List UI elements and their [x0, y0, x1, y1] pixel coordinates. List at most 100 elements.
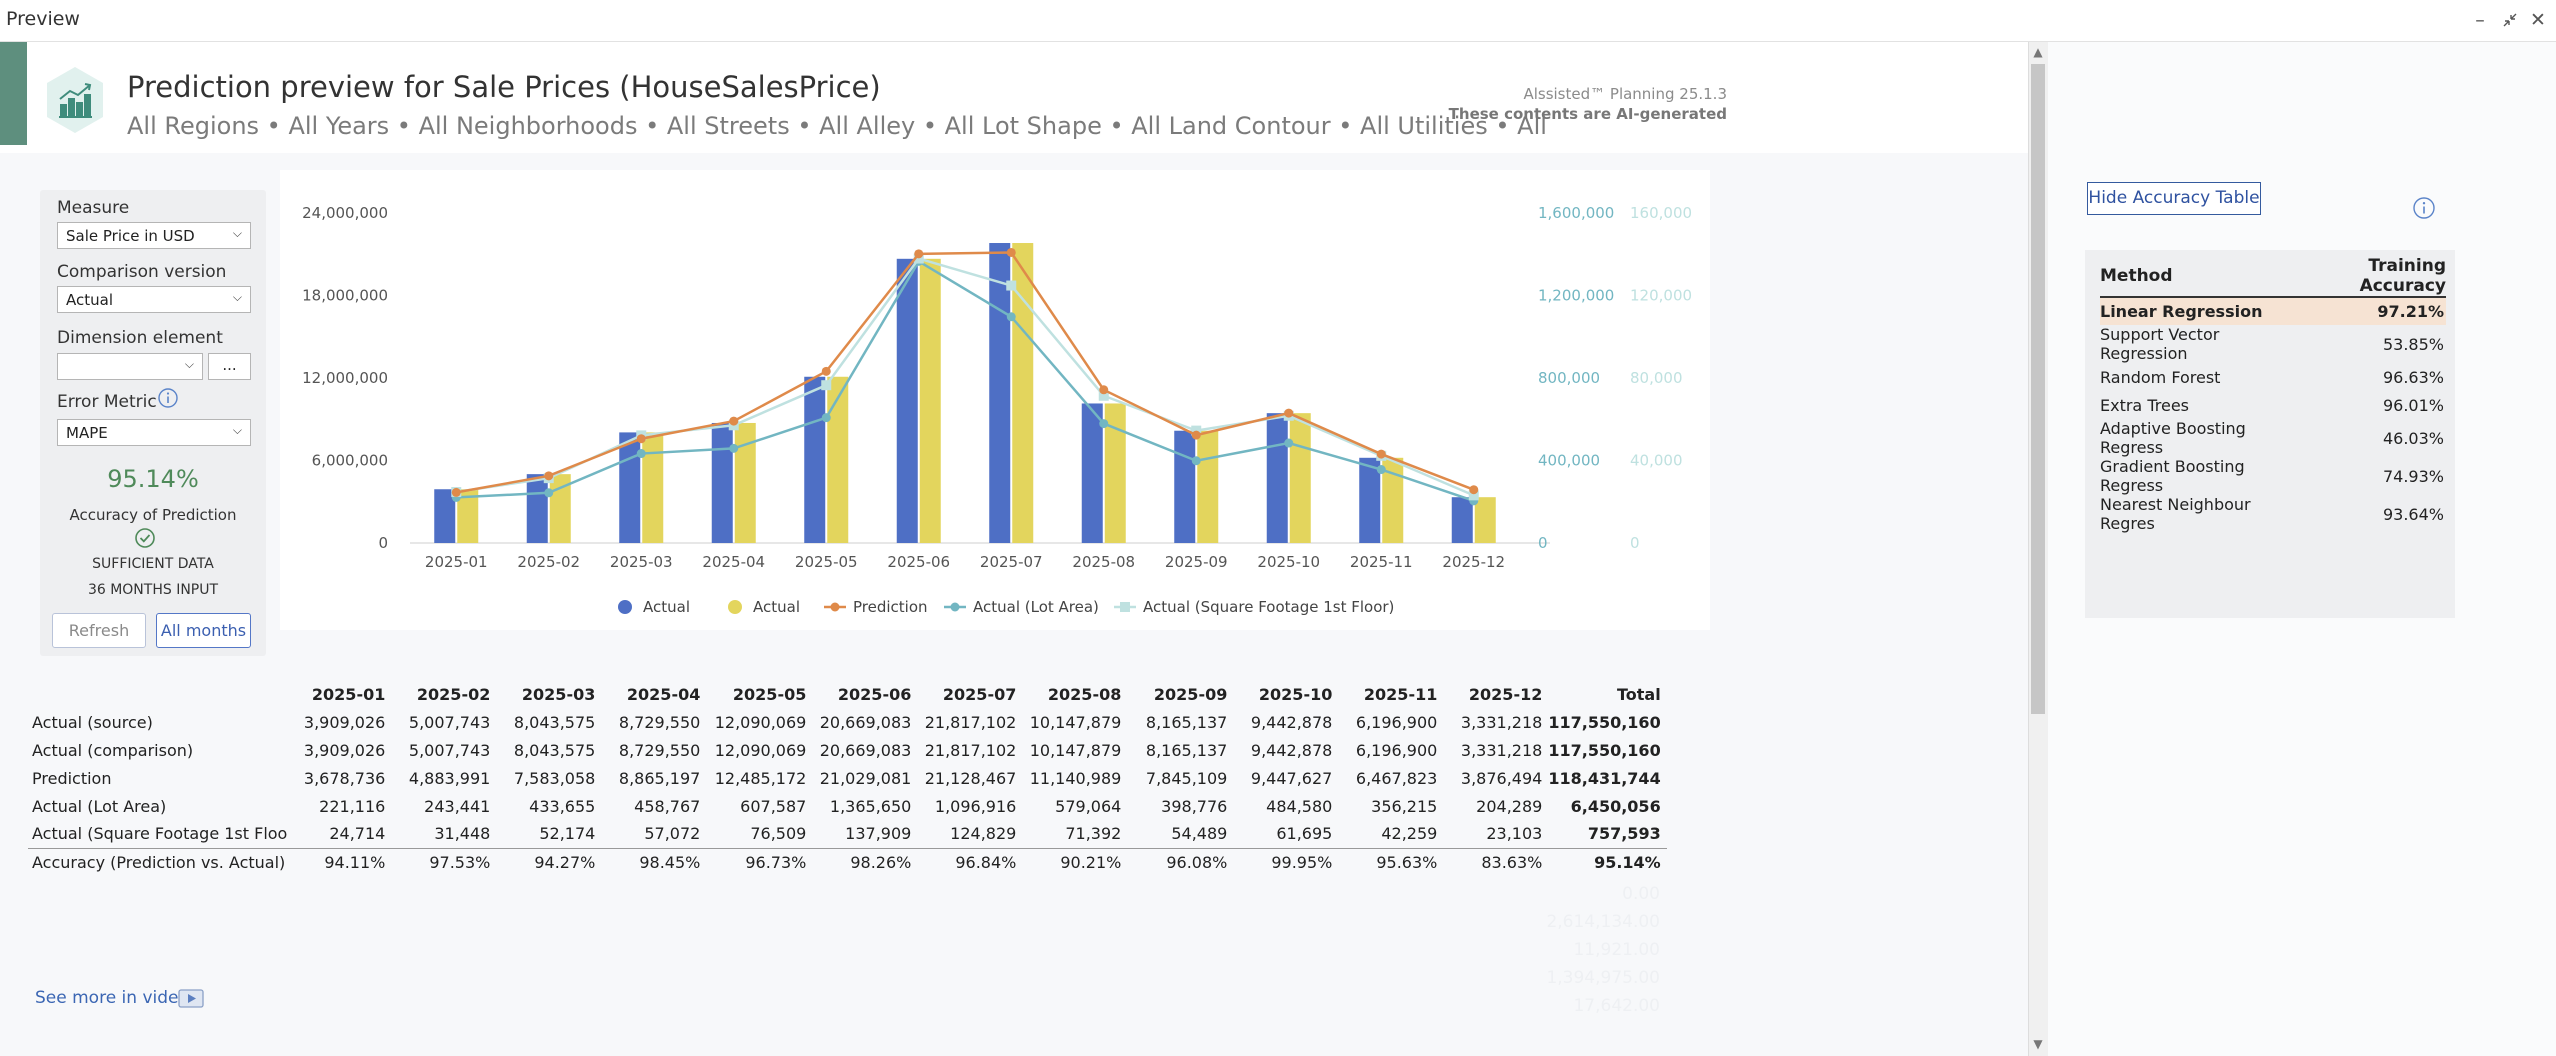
- legend-swatch: [830, 602, 840, 612]
- table-cell: 98.45%: [601, 847, 707, 876]
- accuracy-row[interactable]: Gradient Boosting Regress 74.93%: [2100, 457, 2446, 495]
- row-label: Actual (comparison): [32, 740, 194, 760]
- lot-area-point: [544, 488, 554, 498]
- prediction-point: [821, 366, 831, 376]
- see-more-video-link[interactable]: See more in video: [35, 988, 189, 1008]
- method-accuracy: 74.93%: [2382, 466, 2444, 486]
- y-right2-tick-label: 120,000: [1630, 287, 1692, 305]
- y-left-tick-label: 18,000,000: [302, 287, 388, 305]
- table-cell: 137,909: [845, 824, 912, 844]
- error-metric-select[interactable]: MAPE ⌵: [57, 419, 251, 446]
- bar-actual-yellow: [1012, 243, 1034, 544]
- check-circle-icon: [134, 527, 156, 549]
- table-cell: 31,448: [434, 824, 491, 844]
- table-total-cell: 118,431,744: [1548, 768, 1661, 788]
- bar-actual-blue: [804, 376, 826, 543]
- table-cell: 6,467,823: [1355, 768, 1438, 788]
- bar-actual-yellow: [1382, 457, 1404, 543]
- prediction-point: [1376, 449, 1386, 459]
- table-row: Accuracy (Prediction vs. Actual) 94.11% 97…: [28, 847, 1667, 876]
- accuracy-row[interactable]: Random Forest 96.63%: [2100, 363, 2446, 391]
- accuracy-row[interactable]: Extra Trees 96.01%: [2100, 391, 2446, 419]
- column-header: 2025-06: [837, 684, 912, 704]
- accuracy-row[interactable]: Nearest Neighbour Regres 93.64%: [2100, 495, 2446, 533]
- y-right2-tick-label: 0: [1630, 534, 1640, 552]
- refresh-button[interactable]: Refresh: [52, 613, 146, 648]
- table-cell: 42,259: [1381, 824, 1438, 844]
- info-icon[interactable]: [2412, 196, 2436, 220]
- measure-value: Sale Price in USD: [66, 227, 195, 245]
- faded-value: 17,642.00: [1573, 996, 1660, 1016]
- method-accuracy: 96.01%: [2382, 395, 2444, 415]
- row-label: Actual (Lot Area): [32, 796, 167, 816]
- bar-actual-blue: [989, 243, 1011, 544]
- close-icon[interactable]: ✕: [2530, 9, 2546, 31]
- table-cell: 8,729,550: [618, 740, 701, 760]
- minimize-icon[interactable]: –: [2475, 9, 2485, 31]
- table-cell: 6,196,900: [1355, 712, 1438, 732]
- bar-actual-blue: [1451, 497, 1473, 543]
- prediction-point: [914, 249, 924, 259]
- table-cell: 9,442,878: [1250, 712, 1333, 732]
- x-tick-label: 2025-11: [1350, 553, 1413, 571]
- bar-actual-blue: [1081, 403, 1103, 543]
- restore-icon[interactable]: [2496, 6, 2524, 34]
- legend-swatch: [1120, 602, 1130, 612]
- faded-value: 2,614,134.00: [1546, 912, 1660, 932]
- chart-area: 24,000,000 18,000,000 12,000,000 6,000,000 0…: [280, 170, 1710, 630]
- chevron-down-icon: ⌵: [232, 226, 242, 240]
- accuracy-value: 95.14%: [107, 465, 199, 493]
- dimension-browse-button[interactable]: ...: [208, 353, 251, 380]
- column-header: 2025-01: [311, 684, 386, 704]
- brand-version: Alssisted™ Planning 25.1.3: [1523, 85, 1727, 103]
- method-name: Support Vector Regression: [2100, 325, 2220, 363]
- table-cell: 10,147,879: [1029, 712, 1122, 732]
- scroll-thumb[interactable]: [2031, 64, 2045, 714]
- scroll-up-icon[interactable]: ▲: [2033, 45, 2043, 59]
- accuracy-table: Method Training Accuracy Linear Regressi…: [2100, 256, 2446, 533]
- hide-accuracy-table-button[interactable]: Hide Accuracy Table: [2087, 182, 2261, 215]
- scroll-down-icon[interactable]: ▼: [2033, 1037, 2043, 1051]
- table-cell: 221,116: [319, 796, 386, 816]
- column-header: 2025-05: [732, 684, 807, 704]
- column-header: 2025-12: [1468, 684, 1543, 704]
- table-cell: 96.73%: [706, 847, 813, 876]
- table-row: Actual (source) 3,909,026 5,007,743 8,043,5…: [28, 708, 1667, 736]
- table-cell: 7,845,109: [1145, 768, 1228, 788]
- accuracy-row[interactable]: Support Vector Regression 53.85%: [2100, 325, 2446, 363]
- measure-select[interactable]: Sale Price in USD ⌵: [57, 222, 251, 249]
- accuracy-row[interactable]: Linear Regression 97.21%: [2100, 297, 2446, 325]
- error-metric-label: Error Metric: [57, 392, 157, 412]
- y-right1-tick-label: 1,200,000: [1538, 287, 1614, 305]
- table-cell: 76,509: [750, 824, 807, 844]
- comparison-select[interactable]: Actual ⌵: [57, 286, 251, 313]
- legend-label: Actual (Square Footage 1st Floor): [1143, 598, 1394, 616]
- bar-actual-yellow: [1474, 497, 1496, 543]
- all-months-button[interactable]: All months: [156, 613, 251, 648]
- table-cell: 8,043,575: [513, 740, 596, 760]
- bar-actual-blue: [1359, 457, 1381, 543]
- table-cell: 8,865,197: [618, 768, 701, 788]
- comparison-label: Comparison version: [57, 262, 227, 282]
- y-right1-tick-label: 0: [1538, 534, 1548, 552]
- row-label: Actual (Square Footage 1st Floo: [32, 824, 288, 844]
- info-icon[interactable]: [157, 387, 179, 409]
- bar-actual-blue: [896, 258, 918, 543]
- legend-label: Actual: [643, 598, 690, 616]
- dimension-select[interactable]: ⌵: [57, 353, 203, 380]
- comparison-value: Actual: [66, 291, 113, 309]
- table-cell: 90.21%: [1022, 847, 1128, 876]
- ai-disclaimer: These contents are AI-generated: [1448, 105, 1727, 123]
- table-cell: 83.63%: [1443, 847, 1549, 876]
- lot-area-point: [1191, 456, 1201, 466]
- table-cell: 12,485,172: [714, 768, 807, 788]
- video-icon[interactable]: [178, 989, 204, 1008]
- accuracy-row[interactable]: Adaptive Boosting Regress 46.03%: [2100, 419, 2446, 457]
- legend-label: Actual: [753, 598, 800, 616]
- table-total-cell: 757,593: [1587, 824, 1661, 844]
- x-tick-label: 2025-06: [887, 553, 950, 571]
- table-cell: 458,767: [634, 796, 701, 816]
- prediction-point: [729, 416, 739, 426]
- bar-actual-yellow: [1197, 430, 1219, 543]
- table-cell: 21,029,081: [819, 768, 912, 788]
